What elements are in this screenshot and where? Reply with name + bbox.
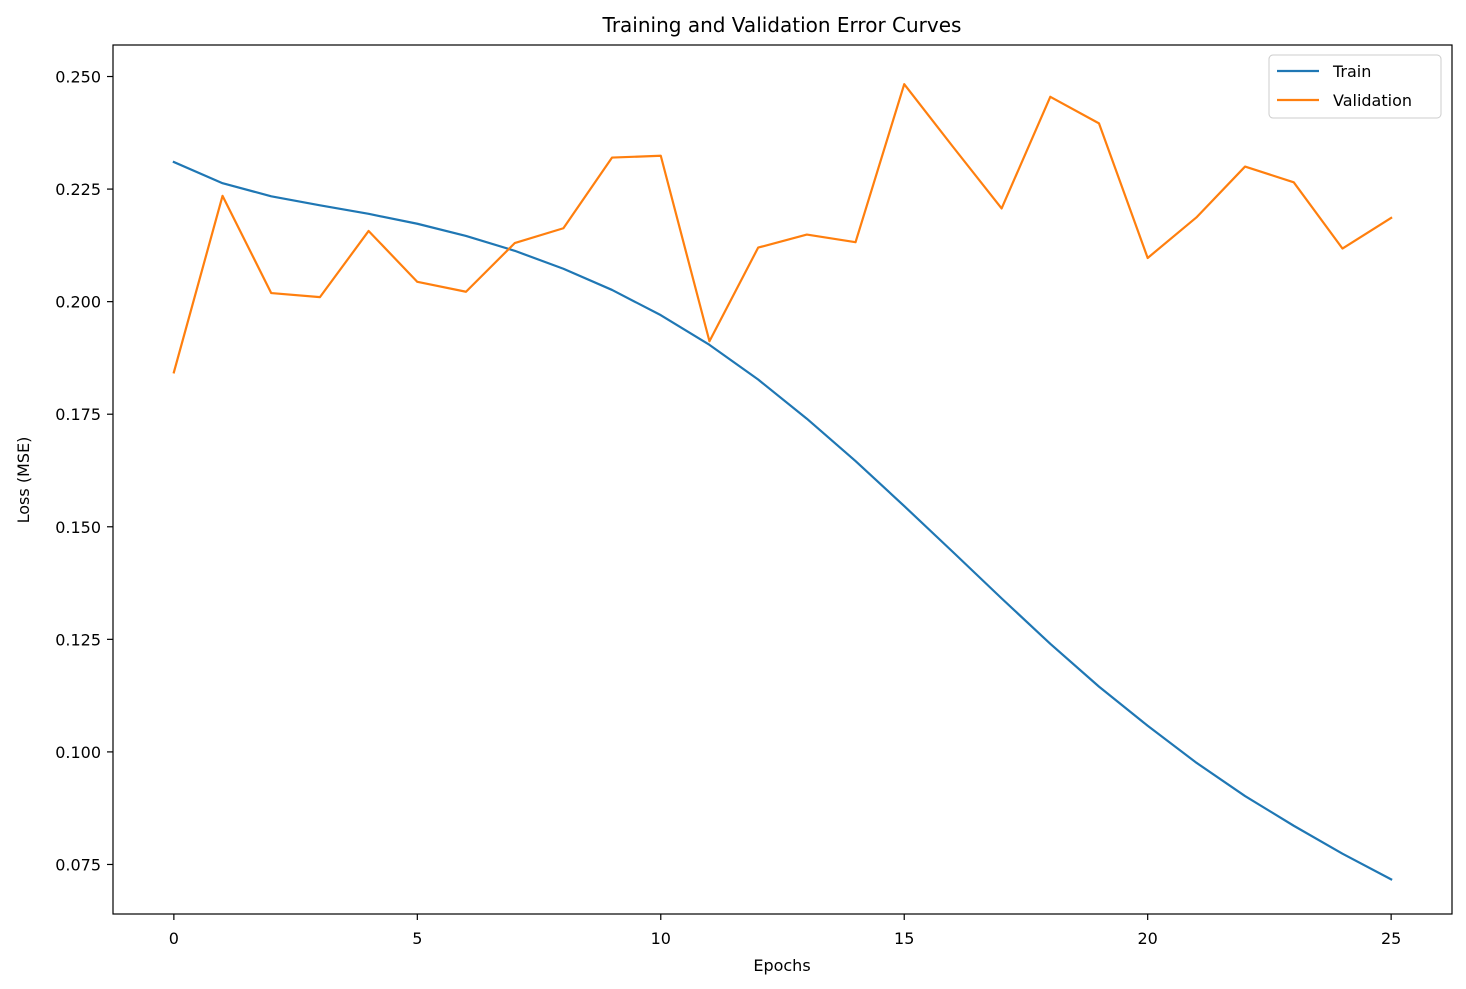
y-axis-ticks: 0.075 0.100 0.125 0.150 0.175 0.200 0.225 0.250 xyxy=(55,68,113,874)
plot-area xyxy=(113,45,1452,914)
series-line-train xyxy=(172,160,1393,881)
x-tick-label: 5 xyxy=(412,929,422,948)
legend: Train Validation xyxy=(1268,54,1442,119)
y-axis-label: Loss (MSE) xyxy=(14,437,33,524)
x-tick-label: 15 xyxy=(894,929,914,948)
y-tick-label: 0.125 xyxy=(55,630,101,649)
y-tick-label: 0.150 xyxy=(55,518,101,537)
y-tick-label: 0.175 xyxy=(55,405,101,424)
x-tick-label: 0 xyxy=(169,929,179,948)
legend-label-validation: Validation xyxy=(1333,91,1412,110)
y-tick-label: 0.225 xyxy=(55,180,101,199)
y-tick-label: 0.100 xyxy=(55,743,101,762)
chart-title: Training and Validation Error Curves xyxy=(602,13,962,37)
y-tick-label: 0.200 xyxy=(55,293,101,312)
x-axis-ticks: 0 5 10 15 20 25 xyxy=(169,914,1401,948)
series-lines xyxy=(172,83,1393,881)
plot-frame xyxy=(112,44,1453,915)
x-tick-label: 20 xyxy=(1138,929,1158,948)
series-line-validation xyxy=(172,83,1393,374)
y-tick-label: 0.250 xyxy=(55,68,101,87)
y-tick-label: 0.075 xyxy=(55,855,101,874)
x-tick-label: 25 xyxy=(1381,929,1401,948)
x-tick-label: 10 xyxy=(651,929,671,948)
x-axis-label: Epochs xyxy=(753,956,810,975)
legend-label-train: Train xyxy=(1332,62,1371,81)
